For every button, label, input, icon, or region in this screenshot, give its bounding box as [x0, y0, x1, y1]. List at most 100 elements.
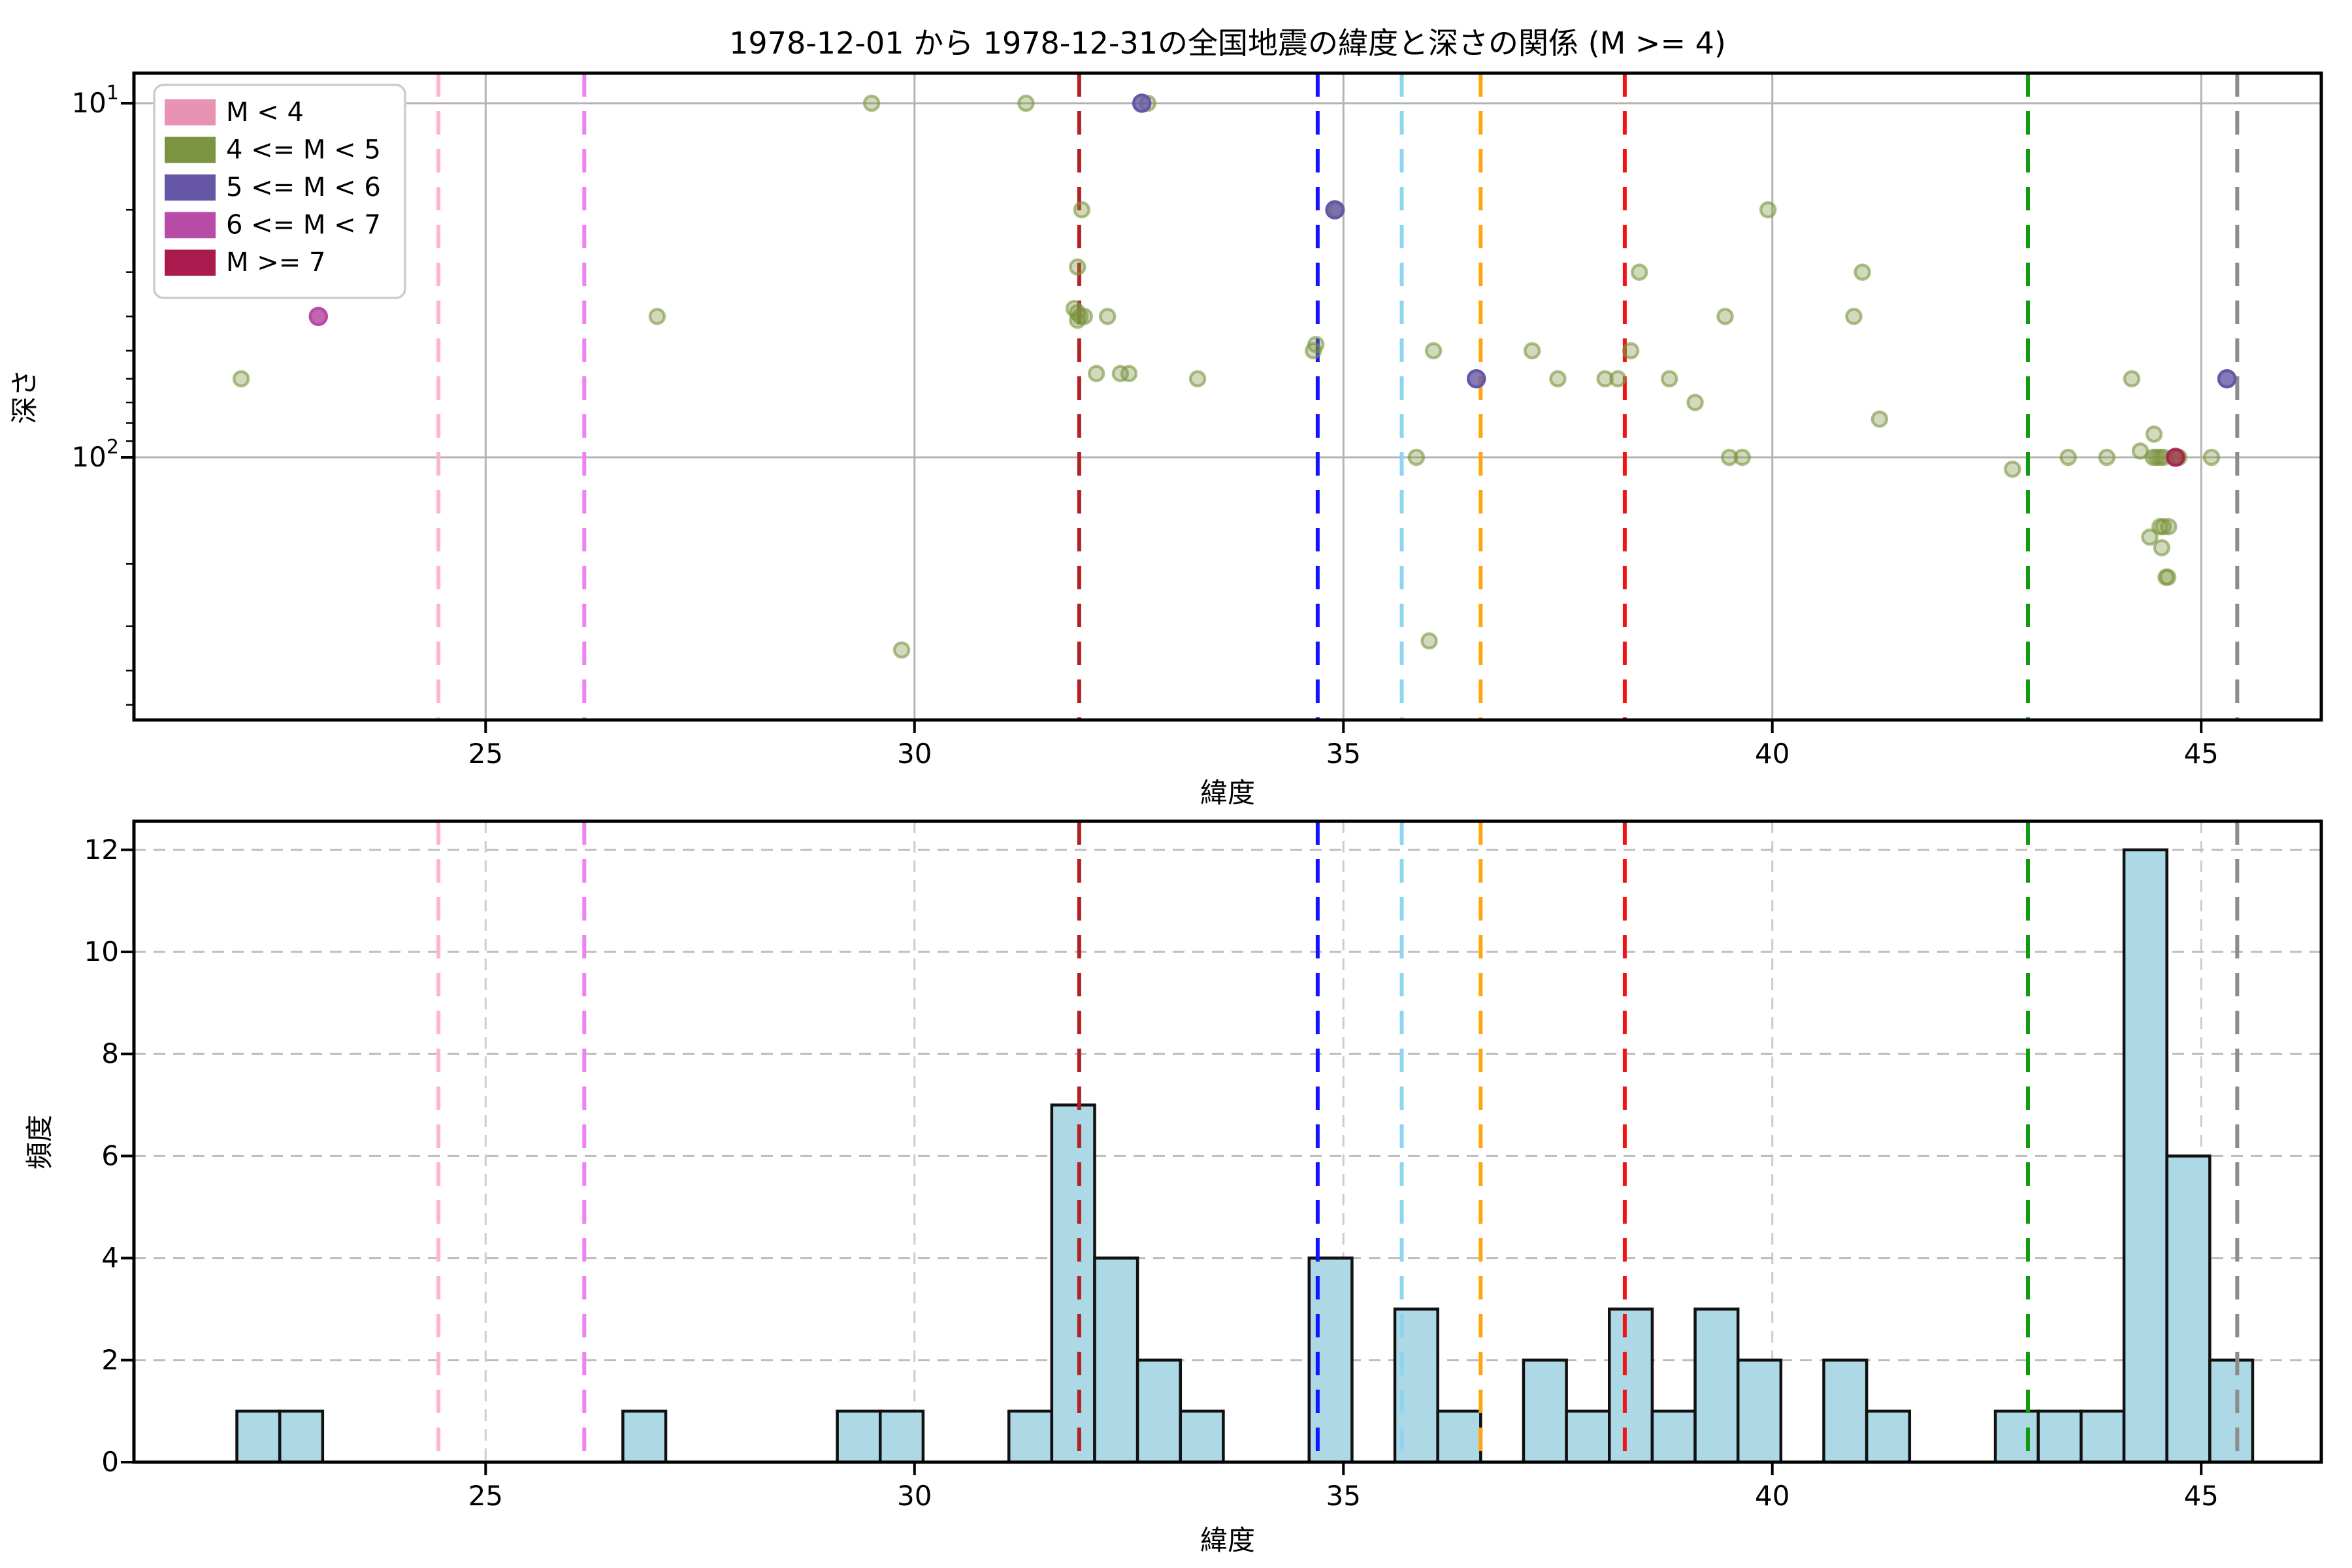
- legend-swatch: [165, 99, 216, 125]
- scatter-point-m4: [1073, 201, 1091, 219]
- scatter-point-m4: [1188, 370, 1207, 388]
- scatter-point-m4: [1120, 365, 1138, 383]
- scatter-point-m6: [308, 306, 329, 327]
- scatter-point-m4: [2059, 448, 2077, 466]
- legend-swatch: [165, 212, 216, 238]
- histogram-bar: [1436, 1409, 1482, 1464]
- scatter-point-m4: [2153, 539, 2171, 557]
- histogram-bar: [1050, 1103, 1096, 1464]
- bottom-ytick-label: 8: [101, 1037, 119, 1070]
- histogram-bar: [1307, 1256, 1354, 1464]
- histogram-bar: [1522, 1358, 1568, 1464]
- bottom-ytick-label: 4: [101, 1242, 119, 1274]
- top-plot-border: [132, 71, 2323, 722]
- scatter-point-m4: [1098, 308, 1117, 325]
- scatter-point-m4: [1660, 370, 1678, 388]
- top-xtick-label: 30: [897, 738, 932, 770]
- scatter-point-m4: [2123, 370, 2141, 388]
- scatter-point-m5: [2217, 369, 2237, 389]
- histogram-bar: [2208, 1358, 2255, 1464]
- scatter-point-m4: [1549, 370, 1567, 388]
- bottom-ytick-label: 2: [101, 1344, 119, 1376]
- scatter-point-m4: [2202, 448, 2221, 466]
- top-xtick-label: 45: [2183, 738, 2218, 770]
- legend-swatch: [165, 137, 216, 163]
- legend-label: M >= 7: [226, 248, 325, 278]
- scatter-point-m4: [1622, 342, 1640, 360]
- histogram-bar: [2036, 1409, 2083, 1464]
- scatter-point-m4: [1716, 308, 1734, 325]
- bottom-ytick-label: 10: [84, 936, 119, 968]
- histogram-bar: [1093, 1256, 1139, 1464]
- scatter-point-m4: [1609, 370, 1627, 388]
- bottom-ytick-label: 0: [101, 1446, 119, 1478]
- scatter-point-m4: [1759, 201, 1777, 219]
- scatter-point-m4: [1068, 258, 1086, 276]
- scatter-point-m4: [862, 94, 881, 112]
- top-yaxis-label: 深さ: [8, 369, 41, 424]
- top-xtick-label: 25: [468, 738, 503, 770]
- scatter-point-m4: [1686, 393, 1704, 412]
- histogram-bar: [2165, 1154, 2212, 1464]
- histogram-bar: [1007, 1409, 1054, 1464]
- histogram-bar: [836, 1409, 882, 1464]
- scatter-point-m4: [2155, 517, 2172, 536]
- scatter-point-m4: [1017, 94, 1035, 112]
- scatter-point-m4: [1630, 263, 1648, 281]
- histogram-bar: [1822, 1358, 1869, 1464]
- scatter-point-m4: [1596, 370, 1614, 388]
- top-xtick-label: 35: [1326, 738, 1361, 770]
- scatter-point-m4: [2159, 568, 2177, 586]
- legend-label: 5 <= M < 6: [226, 172, 381, 203]
- scatter-point-m4: [892, 641, 911, 659]
- scatter-point-m4: [1870, 410, 1889, 428]
- scatter-point-m4: [2145, 425, 2163, 443]
- bottom-plot-border: [132, 819, 2323, 1464]
- legend-label: M < 4: [226, 97, 304, 127]
- bottom-xaxis-label: 緯度: [1200, 1524, 1255, 1556]
- bottom-ytick-label: 12: [84, 834, 119, 866]
- scatter-point-m4: [2098, 448, 2116, 466]
- legend-box: [153, 84, 406, 299]
- scatter-point-m5: [1467, 369, 1486, 389]
- histogram-bar: [1650, 1409, 1697, 1464]
- legend-label: 6 <= M < 7: [226, 210, 381, 240]
- scatter-point-m7: [2166, 448, 2185, 467]
- scatter-point-m5: [1132, 93, 1152, 113]
- bottom-yaxis-label: 頻度: [24, 1115, 56, 1169]
- bottom-xtick-label: 25: [468, 1480, 503, 1512]
- legend-swatch: [165, 250, 216, 276]
- scatter-point-m4: [1720, 448, 1739, 466]
- scatter-point-m4: [2160, 517, 2178, 536]
- legend-label: 4 <= M < 5: [226, 135, 381, 165]
- bottom-xtick-label: 35: [1326, 1480, 1361, 1512]
- top-xtick-label: 40: [1755, 738, 1789, 770]
- bottom-ytick-label: 6: [101, 1139, 119, 1171]
- bottom-xtick-label: 45: [2183, 1480, 2218, 1512]
- scatter-point-m4: [2004, 460, 2021, 478]
- scatter-point-m4: [1733, 448, 1752, 466]
- histogram-bar: [1993, 1409, 2040, 1464]
- bottom-xtick-label: 40: [1755, 1480, 1789, 1512]
- scatter-point-m4: [1845, 308, 1863, 325]
- legend-swatch: [165, 174, 216, 201]
- histogram-bar: [879, 1409, 925, 1464]
- histogram-bar: [1736, 1358, 1783, 1464]
- histogram-bar: [621, 1409, 668, 1464]
- histogram-bar: [1565, 1409, 1611, 1464]
- bottom-xtick-label: 30: [897, 1480, 932, 1512]
- scatter-point-m4: [1075, 308, 1093, 325]
- scatter-point-m4: [2141, 528, 2159, 546]
- top-ytick-label: 101: [71, 82, 119, 119]
- page-title: 1978-12-01 から 1978-12-31の全国地震の緯度と深さの関係 (…: [729, 25, 1726, 61]
- scatter-point-m4: [1424, 342, 1443, 360]
- histogram-bar: [1135, 1358, 1183, 1464]
- top-ytick-label: 102: [71, 436, 119, 473]
- scatter-point-m4: [1420, 632, 1438, 650]
- scatter-point-m4: [1854, 263, 1871, 281]
- histogram-bar: [278, 1409, 325, 1464]
- scatter-point-m4: [232, 370, 250, 388]
- histogram-bar: [1179, 1409, 1225, 1464]
